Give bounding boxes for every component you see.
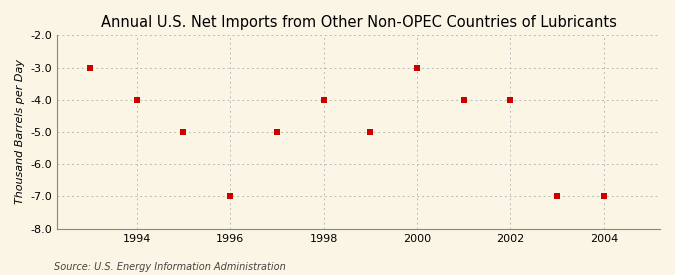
Point <box>178 130 189 134</box>
Point <box>84 65 95 70</box>
Point <box>599 194 610 199</box>
Point <box>131 98 142 102</box>
Point <box>225 194 236 199</box>
Point <box>365 130 376 134</box>
Y-axis label: Thousand Barrels per Day: Thousand Barrels per Day <box>15 59 25 205</box>
Point <box>458 98 469 102</box>
Point <box>318 98 329 102</box>
Point <box>412 65 423 70</box>
Point <box>505 98 516 102</box>
Title: Annual U.S. Net Imports from Other Non-OPEC Countries of Lubricants: Annual U.S. Net Imports from Other Non-O… <box>101 15 616 30</box>
Point <box>551 194 562 199</box>
Point <box>271 130 282 134</box>
Text: Source: U.S. Energy Information Administration: Source: U.S. Energy Information Administ… <box>54 262 286 272</box>
